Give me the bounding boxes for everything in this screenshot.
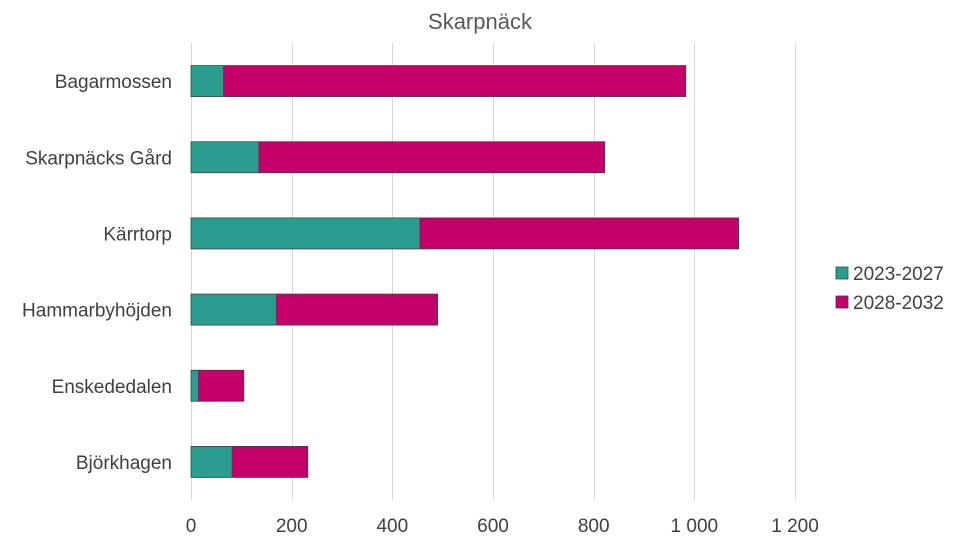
bar-segment-2 (276, 293, 439, 326)
x-tick-label: 600 (477, 516, 509, 537)
bars (190, 65, 740, 478)
legend-swatch (835, 266, 849, 280)
legend-label: 2023-2027 (853, 264, 944, 285)
x-tick-label: 800 (578, 516, 610, 537)
legend-swatch (835, 295, 849, 309)
bar-segment-1 (190, 369, 199, 402)
bar-segment-2 (258, 141, 606, 174)
chart-title: Skarpnäck (428, 9, 533, 34)
category-label: Skarpnäcks Gård (25, 148, 172, 169)
category-label: Enskededalen (52, 377, 172, 398)
x-tick-label: 1 200 (771, 516, 819, 537)
bar-segment-1 (190, 293, 277, 326)
bar-segment-1 (190, 217, 421, 250)
bar-segment-2 (223, 65, 687, 97)
category-labels: Bagarmossen Skarpnäcks Gård Kärrtorp Hammar… (22, 72, 172, 474)
bar-segment-1 (190, 65, 225, 97)
category-label: Björkhagen (76, 453, 172, 474)
x-tick-label: 400 (376, 516, 408, 537)
category-label: Kärrtorp (103, 224, 172, 245)
bar-segment-1 (190, 141, 260, 174)
legend-label: 2028-2032 (853, 293, 944, 314)
category-label: Bagarmossen (55, 72, 172, 93)
legend: 2023-2027 2028-2032 (835, 264, 944, 314)
x-tick-label: 1 000 (671, 516, 719, 537)
bar-segment-2 (419, 217, 740, 250)
gridlines (191, 43, 796, 500)
category-label: Hammarbyhöjden (22, 301, 172, 322)
bar-segment-2 (198, 369, 245, 402)
x-tick-label: 0 (186, 516, 197, 537)
bar-segment-1 (190, 446, 233, 478)
x-tick-label: 200 (276, 516, 308, 537)
x-axis-tick-labels: 0 200 400 600 800 1 000 1 200 (186, 516, 819, 537)
bar-segment-2 (231, 446, 309, 478)
